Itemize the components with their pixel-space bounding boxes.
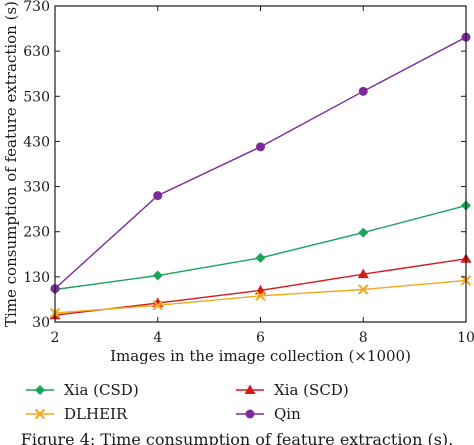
x-tick-label: 8 bbox=[359, 330, 368, 346]
legend: Xia (CSD) Xia (SCD) DLHEIR Qin bbox=[26, 381, 349, 423]
x-axis-ticks: 2 4 6 8 10 bbox=[51, 6, 474, 346]
y-axis-ticks: 30 130 230 330 430 530 630 730 bbox=[23, 0, 466, 331]
y-axis-title: Time consumption of feature extraction (… bbox=[2, 1, 20, 327]
data-point bbox=[358, 227, 369, 238]
x-tick-label: 4 bbox=[153, 330, 162, 346]
x-tick-label: 10 bbox=[457, 330, 474, 346]
plot-area bbox=[49, 32, 472, 320]
x-axis-title: Images in the image collection (×1000) bbox=[110, 347, 411, 365]
legend-marker bbox=[35, 385, 45, 395]
data-point bbox=[255, 252, 266, 263]
y-tick-label: 30 bbox=[32, 315, 50, 331]
legend-marker bbox=[34, 408, 46, 420]
legend-label: DLHEIR bbox=[64, 405, 128, 423]
y-tick-label: 430 bbox=[23, 134, 50, 150]
legend-label: Qin bbox=[274, 405, 301, 423]
y-tick-label: 530 bbox=[23, 89, 50, 105]
x-tick-label: 2 bbox=[51, 330, 60, 346]
y-tick-label: 730 bbox=[23, 0, 50, 15]
series-line bbox=[54, 204, 467, 291]
data-point bbox=[358, 284, 369, 295]
data-point bbox=[152, 300, 163, 311]
data-point bbox=[256, 142, 265, 152]
series-line bbox=[54, 36, 467, 290]
legend-label: Xia (CSD) bbox=[64, 381, 139, 399]
y-tick-label: 630 bbox=[23, 44, 50, 60]
data-point bbox=[255, 290, 266, 302]
figure-caption: Figure 4: Time consumption of feature ex… bbox=[21, 430, 453, 445]
x-tick-label: 6 bbox=[256, 330, 265, 346]
legend-marker bbox=[244, 384, 256, 394]
data-point bbox=[357, 268, 369, 279]
y-tick-label: 130 bbox=[23, 270, 50, 286]
data-point bbox=[152, 270, 163, 281]
legend-marker bbox=[245, 409, 255, 419]
y-tick-label: 230 bbox=[23, 225, 50, 241]
plot-frame bbox=[54, 5, 467, 323]
y-tick-label: 330 bbox=[23, 180, 50, 196]
data-point bbox=[358, 86, 368, 96]
data-point bbox=[153, 191, 163, 201]
legend-label: Xia (SCD) bbox=[274, 381, 349, 399]
